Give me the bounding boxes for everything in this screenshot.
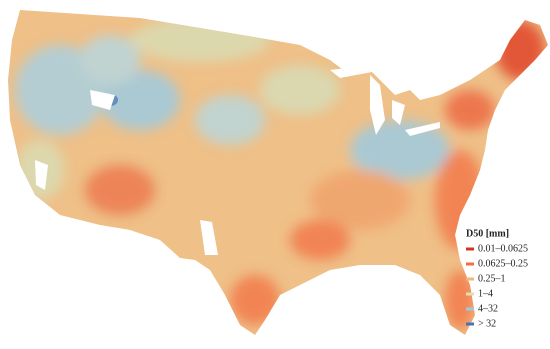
legend-label: 4–32	[478, 303, 498, 314]
legend: D50 [mm] 0.01–0.0625 0.0625–0.25 0.25–1 1–4…	[466, 228, 528, 329]
legend-label: 0.0625–0.25	[478, 258, 528, 269]
legend-label: 1–4	[478, 288, 493, 299]
legend-title: D50 [mm]	[466, 228, 509, 239]
legend-label: 0.25–1	[478, 273, 506, 284]
legend-label: > 32	[478, 318, 496, 329]
legend-label: 0.01–0.0625	[478, 243, 528, 254]
